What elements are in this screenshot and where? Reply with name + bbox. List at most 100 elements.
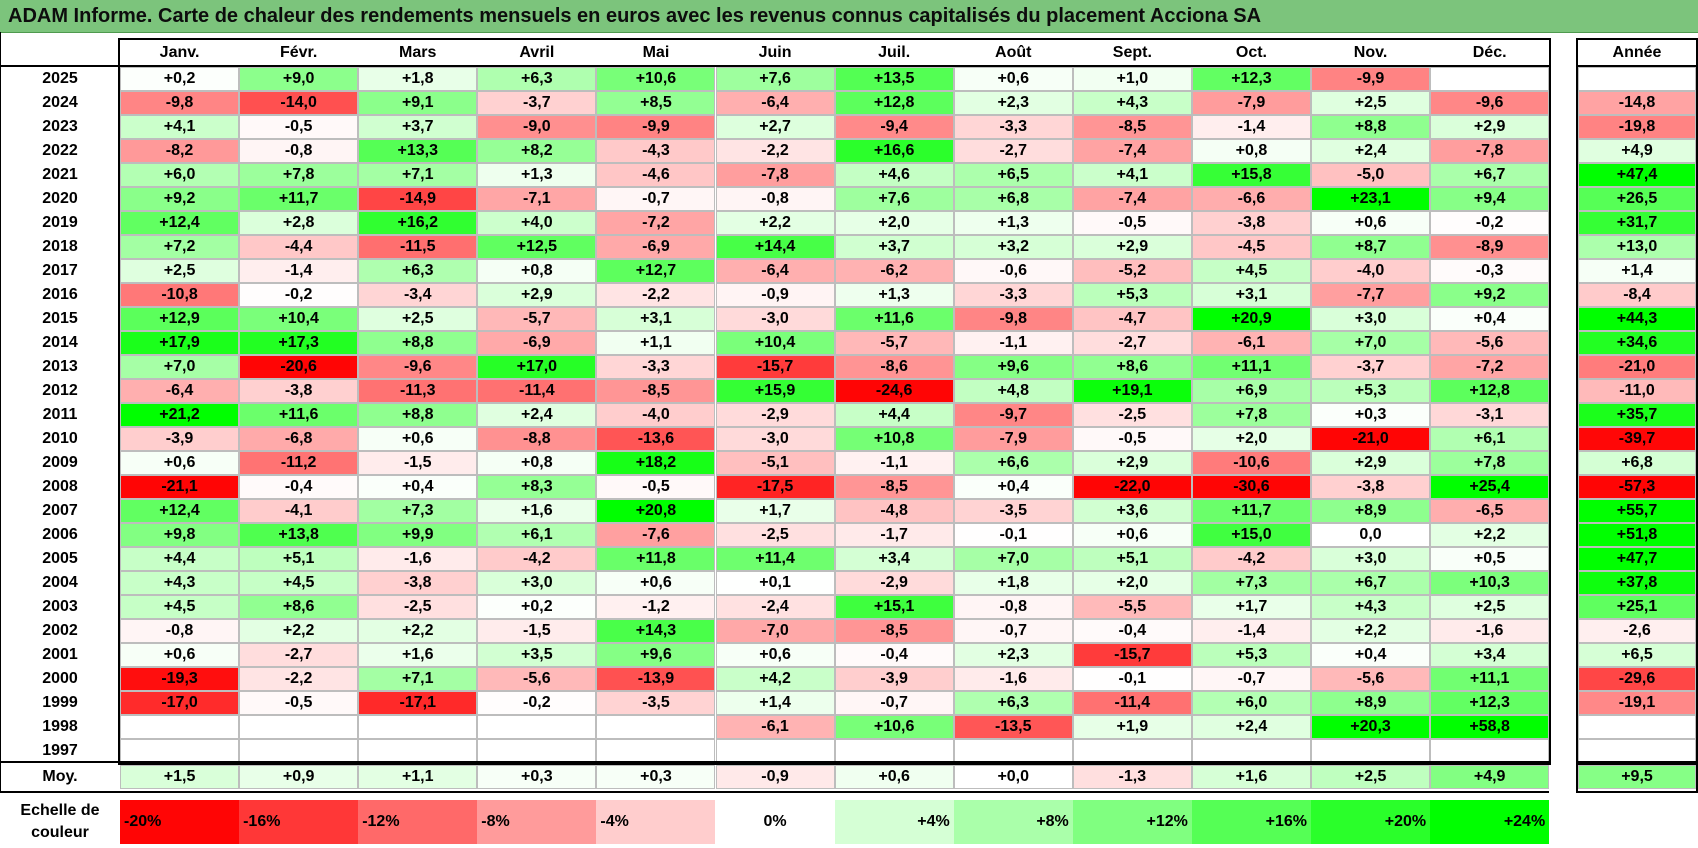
annual-cell: -57,3	[1578, 475, 1696, 499]
heatmap-cell: +2,5	[1430, 595, 1550, 619]
heatmap-cell: +6,8	[953, 187, 1073, 211]
heatmap-cell: -0,2	[1430, 211, 1550, 235]
annual-cell: +25,1	[1578, 595, 1696, 619]
heatmap-cell: -0,5	[239, 115, 359, 139]
heatmap-cell: +15,8	[1191, 163, 1311, 187]
heatmap-cell: -0,3	[1430, 259, 1550, 283]
heatmap-cell: -17,5	[715, 475, 835, 499]
heatmap-cell: +7,0	[953, 547, 1073, 571]
heatmap-cell: +0,8	[1191, 139, 1311, 163]
annual-cell: +1,4	[1578, 259, 1696, 283]
heatmap-cell: +10,3	[1430, 571, 1550, 595]
heatmap-cell: -3,0	[715, 427, 835, 451]
heatmap-cell: +6,6	[953, 451, 1073, 475]
heatmap-cell: +1,3	[477, 163, 597, 187]
annual-cell: -14,8	[1578, 91, 1696, 115]
heatmap-cell: +4,5	[239, 571, 359, 595]
average-cell: -0,9	[715, 765, 835, 789]
heatmap-cell: +9,6	[953, 355, 1073, 379]
annual-cell: +35,7	[1578, 403, 1696, 427]
heatmap-cell: -7,2	[1430, 355, 1550, 379]
heatmap-cell: +8,6	[1072, 355, 1192, 379]
heatmap-cell: -17,1	[358, 691, 478, 715]
heatmap-cell: +2,2	[358, 619, 478, 643]
heatmap-cell: +7,8	[239, 163, 359, 187]
color-scale-label-line2: couleur	[31, 824, 89, 841]
heatmap-cell: -11,4	[1072, 691, 1192, 715]
heatmap-cell: -4,0	[596, 403, 716, 427]
heatmap-cell: -0,7	[1191, 667, 1311, 691]
heatmap-cell: +12,5	[477, 235, 597, 259]
heatmap-cell: +9,9	[358, 523, 478, 547]
heatmap-cell: -1,2	[596, 595, 716, 619]
heatmap-cell: +6,3	[953, 691, 1073, 715]
annual-cell: +47,7	[1578, 547, 1696, 571]
heatmap-cell: +1,6	[477, 499, 597, 523]
average-cell: +4,9	[1430, 765, 1550, 789]
color-scale-step: +4%	[834, 800, 954, 844]
heatmap-cell: -21,1	[120, 475, 240, 499]
heatmap-cell: +7,3	[1191, 571, 1311, 595]
heatmap-cell: -3,0	[715, 307, 835, 331]
heatmap-cell: +20,8	[596, 499, 716, 523]
heatmap-cell: +13,5	[834, 67, 954, 91]
heatmap-cell	[239, 715, 359, 739]
heatmap-cell: -0,5	[239, 691, 359, 715]
heatmap-cell: +2,5	[1311, 91, 1431, 115]
column-header: Oct.	[1235, 44, 1267, 61]
heatmap-cell: +3,7	[834, 235, 954, 259]
heatmap-cell: +6,0	[1191, 691, 1311, 715]
heatmap-cell: -6,4	[715, 91, 835, 115]
color-scale-step: +8%	[953, 800, 1073, 844]
heatmap-cell: -2,7	[1072, 331, 1192, 355]
heatmap-cell: -4,3	[596, 139, 716, 163]
heatmap-cell: +4,1	[1072, 163, 1192, 187]
heatmap-cell: -0,8	[239, 139, 359, 163]
heatmap-cell: +1,3	[834, 283, 954, 307]
heatmap-cell: -2,9	[834, 571, 954, 595]
heatmap-cell: -2,2	[596, 283, 716, 307]
heatmap-cell: -0,4	[834, 643, 954, 667]
row-year-label: 2014	[42, 334, 78, 351]
heatmap-cell: +2,0	[834, 211, 954, 235]
color-scale-step: -16%	[239, 800, 359, 844]
heatmap-cell: -3,8	[358, 571, 478, 595]
row-year-label: 2008	[42, 478, 78, 495]
heatmap-cell: -3,8	[1311, 475, 1431, 499]
heatmap-cell: -1,6	[953, 667, 1073, 691]
heatmap-cell: -5,1	[715, 451, 835, 475]
heatmap-cell: -11,5	[358, 235, 478, 259]
annual-cell: -8,4	[1578, 283, 1696, 307]
heatmap-cell: -7,4	[1072, 187, 1192, 211]
heatmap-cell: -9,6	[1430, 91, 1550, 115]
heatmap-cell: +0,4	[358, 475, 478, 499]
annual-cell	[1578, 67, 1696, 91]
heatmap-cell: -0,5	[1072, 211, 1192, 235]
heatmap-cell: -1,1	[953, 331, 1073, 355]
row-year-label: 2025	[42, 70, 78, 87]
annual-cell: +26,5	[1578, 187, 1696, 211]
heatmap-cell: -0,8	[120, 619, 240, 643]
heatmap-cell: -3,3	[953, 283, 1073, 307]
annual-cell: +6,5	[1578, 643, 1696, 667]
heatmap-cell: +3,0	[1311, 547, 1431, 571]
heatmap-cell: -7,9	[953, 427, 1073, 451]
heatmap-cell: -4,1	[239, 499, 359, 523]
heatmap-cell: +1,8	[953, 571, 1073, 595]
column-header: Déc.	[1472, 44, 1507, 61]
heatmap-cell: -7,9	[1191, 91, 1311, 115]
heatmap-cell: -5,6	[1311, 667, 1431, 691]
heatmap-cell: +10,6	[834, 715, 954, 739]
heatmap-cell: -2,7	[953, 139, 1073, 163]
heatmap-cell: +2,3	[953, 643, 1073, 667]
heatmap-cell: -3,3	[953, 115, 1073, 139]
heatmap-cell: -8,5	[1072, 115, 1192, 139]
heatmap-cell: -0,4	[239, 475, 359, 499]
row-year-label: 2017	[42, 262, 78, 279]
heatmap-cell: +17,9	[120, 331, 240, 355]
heatmap-cell: +2,5	[358, 307, 478, 331]
row-year-label: 2022	[42, 142, 78, 159]
heatmap-cell: +4,3	[1311, 595, 1431, 619]
average-cell: +2,5	[1311, 765, 1431, 789]
heatmap-cell: +0,1	[715, 571, 835, 595]
